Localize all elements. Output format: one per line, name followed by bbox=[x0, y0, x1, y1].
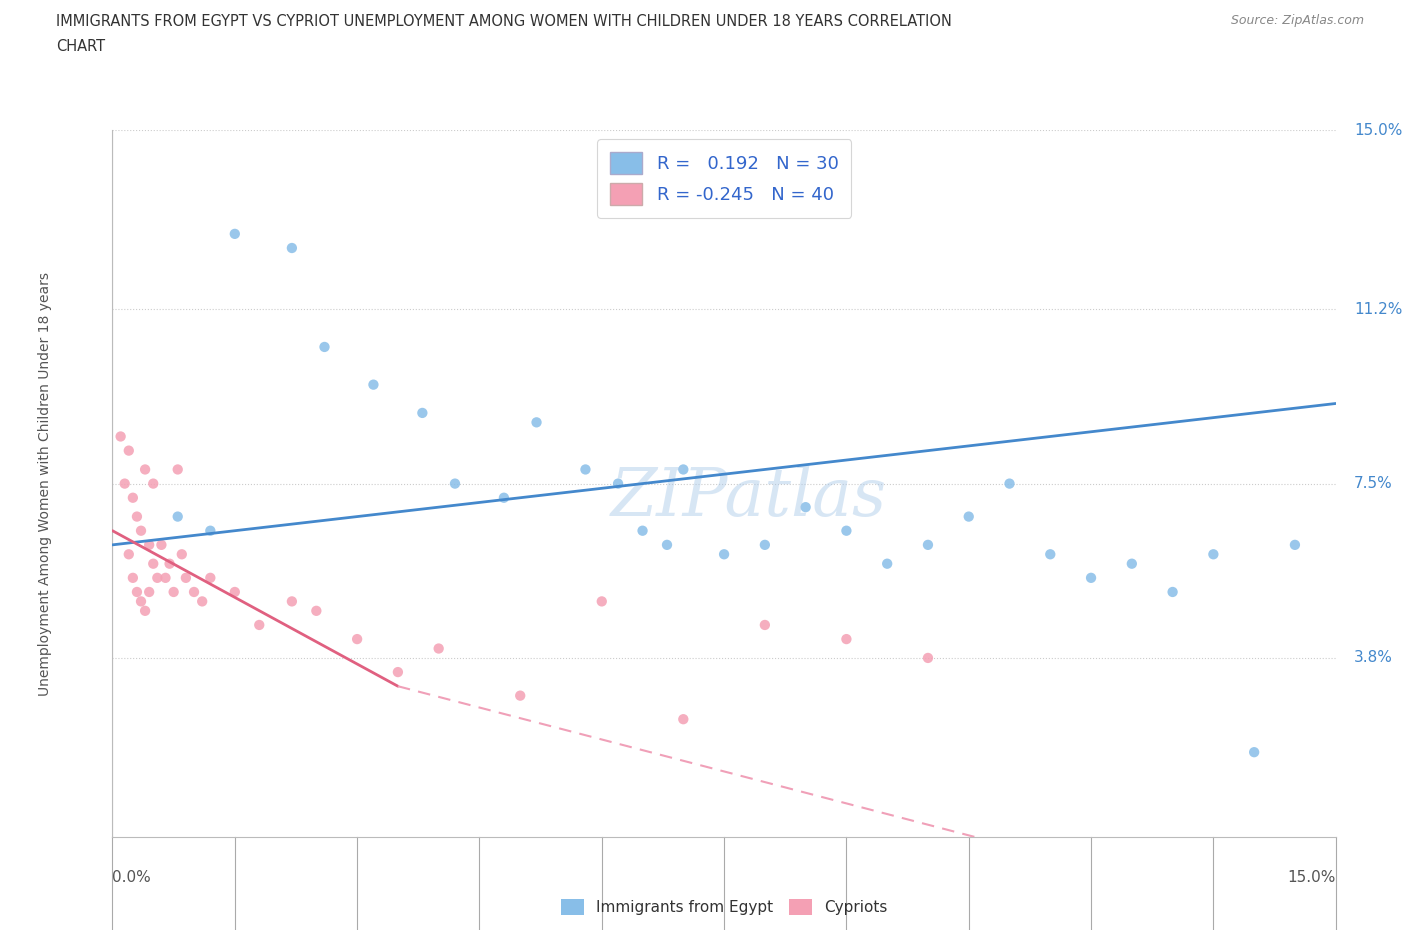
Text: ZIPatlas: ZIPatlas bbox=[610, 465, 887, 530]
Point bbox=[183, 585, 205, 600]
Point bbox=[281, 594, 304, 609]
Point bbox=[917, 538, 939, 552]
Point bbox=[142, 556, 165, 571]
Point bbox=[672, 462, 695, 477]
Text: 0.0%: 0.0% bbox=[112, 870, 152, 884]
Point bbox=[224, 226, 246, 241]
Point bbox=[917, 650, 939, 665]
Point bbox=[794, 499, 817, 514]
Point bbox=[174, 570, 197, 585]
Point bbox=[247, 618, 270, 632]
Point bbox=[118, 547, 141, 562]
Point bbox=[574, 462, 596, 477]
Point bbox=[159, 556, 181, 571]
Point bbox=[125, 585, 148, 600]
Point bbox=[110, 429, 132, 444]
Point bbox=[607, 476, 630, 491]
Point bbox=[155, 570, 177, 585]
Point bbox=[191, 594, 214, 609]
Point bbox=[166, 462, 188, 477]
Text: Unemployment Among Women with Children Under 18 years: Unemployment Among Women with Children U… bbox=[38, 272, 52, 696]
Point bbox=[150, 538, 173, 552]
Point bbox=[129, 594, 152, 609]
Point bbox=[146, 570, 169, 585]
Point bbox=[163, 585, 186, 600]
Point bbox=[138, 538, 160, 552]
Point bbox=[142, 476, 165, 491]
Point bbox=[1039, 547, 1062, 562]
Point bbox=[1243, 745, 1265, 760]
Point bbox=[444, 476, 467, 491]
Point bbox=[166, 509, 188, 524]
Text: 7.5%: 7.5% bbox=[1354, 476, 1393, 491]
Point bbox=[363, 378, 385, 392]
Point bbox=[281, 241, 304, 256]
Point bbox=[957, 509, 980, 524]
Text: 15.0%: 15.0% bbox=[1354, 123, 1402, 138]
Point bbox=[1080, 570, 1102, 585]
Point bbox=[129, 524, 152, 538]
Point bbox=[754, 538, 776, 552]
Point bbox=[314, 339, 336, 354]
Text: IMMIGRANTS FROM EGYPT VS CYPRIOT UNEMPLOYMENT AMONG WOMEN WITH CHILDREN UNDER 18: IMMIGRANTS FROM EGYPT VS CYPRIOT UNEMPLO… bbox=[56, 14, 952, 29]
Point bbox=[998, 476, 1021, 491]
Point bbox=[1161, 585, 1184, 600]
Point bbox=[509, 688, 531, 703]
Point bbox=[200, 570, 222, 585]
Point bbox=[835, 524, 858, 538]
Text: 3.8%: 3.8% bbox=[1354, 650, 1393, 666]
Point bbox=[631, 524, 654, 538]
Point bbox=[1202, 547, 1225, 562]
Point bbox=[125, 509, 148, 524]
Point bbox=[224, 585, 246, 600]
Point bbox=[134, 462, 156, 477]
Point bbox=[122, 570, 145, 585]
Point bbox=[754, 618, 776, 632]
Point bbox=[713, 547, 735, 562]
Point bbox=[387, 665, 409, 680]
Point bbox=[1121, 556, 1143, 571]
Point bbox=[138, 585, 160, 600]
Text: 15.0%: 15.0% bbox=[1288, 870, 1336, 884]
Point bbox=[170, 547, 193, 562]
Point bbox=[346, 631, 368, 646]
Point bbox=[876, 556, 898, 571]
Point bbox=[200, 524, 222, 538]
Point bbox=[672, 711, 695, 726]
Point bbox=[122, 490, 145, 505]
Point bbox=[526, 415, 548, 430]
Point bbox=[305, 604, 328, 618]
Point bbox=[114, 476, 136, 491]
Text: Source: ZipAtlas.com: Source: ZipAtlas.com bbox=[1230, 14, 1364, 27]
Point bbox=[427, 641, 450, 656]
Point bbox=[591, 594, 613, 609]
Text: CHART: CHART bbox=[56, 39, 105, 54]
Point bbox=[655, 538, 678, 552]
Point bbox=[134, 604, 156, 618]
Point bbox=[1284, 538, 1306, 552]
Point bbox=[411, 405, 433, 420]
Point bbox=[118, 444, 141, 458]
Point bbox=[835, 631, 858, 646]
Text: 11.2%: 11.2% bbox=[1354, 301, 1402, 317]
Point bbox=[492, 490, 515, 505]
Legend: Immigrants from Egypt, Cypriots: Immigrants from Egypt, Cypriots bbox=[555, 893, 893, 922]
